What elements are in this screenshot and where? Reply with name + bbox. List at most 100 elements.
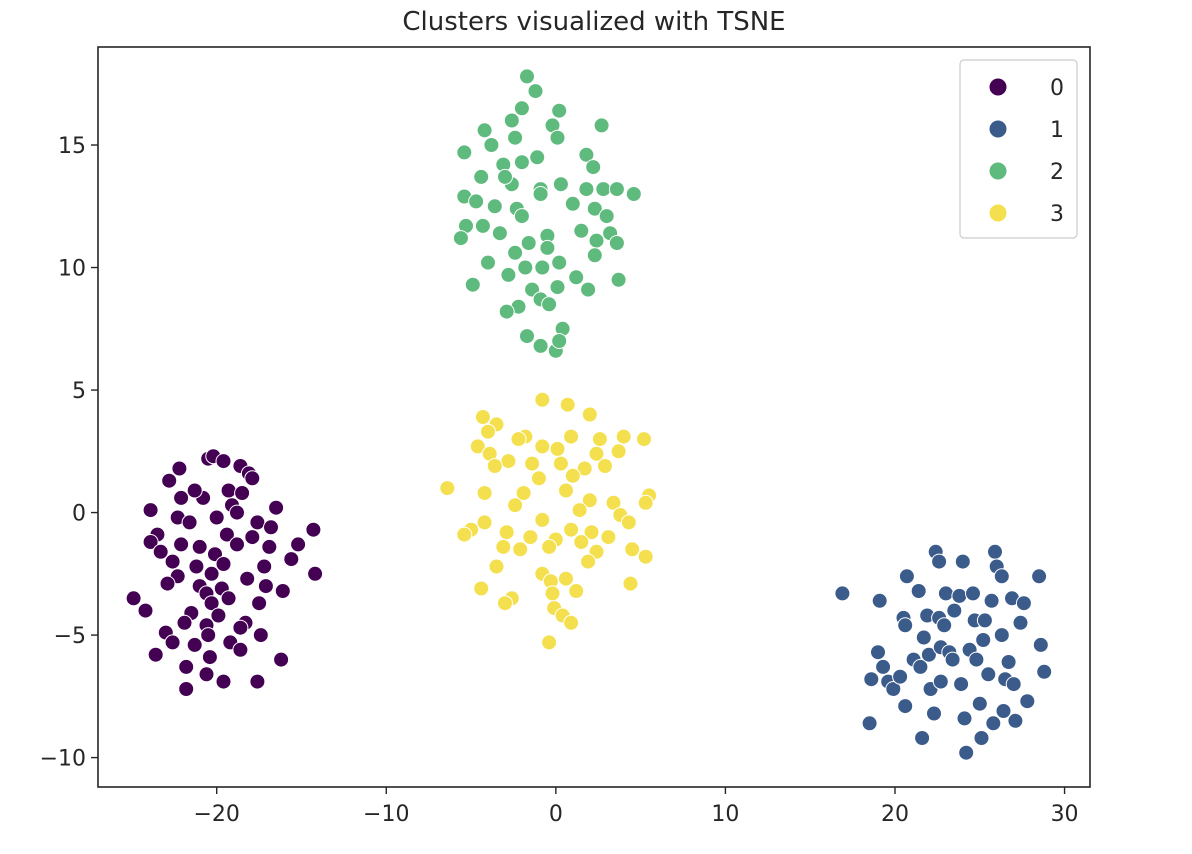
- chart-title: Clusters visualized with TSNE: [402, 7, 785, 37]
- point-cluster-2-2: [513, 100, 530, 117]
- points-layer: [125, 68, 1053, 761]
- point-cluster-3-21: [552, 455, 569, 472]
- point-cluster-1-56: [1007, 712, 1024, 729]
- point-cluster-0-14: [186, 482, 203, 499]
- point-cluster-2-49: [534, 259, 551, 276]
- point-cluster-3-24: [530, 470, 547, 487]
- point-cluster-0-7: [244, 470, 261, 487]
- point-cluster-0-10: [220, 482, 237, 499]
- point-cluster-0-53: [137, 602, 154, 619]
- point-cluster-3-33: [637, 494, 654, 511]
- point-cluster-2-20: [578, 181, 595, 198]
- point-cluster-2-22: [608, 181, 625, 198]
- point-cluster-2-60: [498, 303, 515, 320]
- legend-marker-1: [988, 119, 1008, 139]
- point-cluster-2-47: [480, 254, 496, 271]
- point-cluster-0-73: [249, 673, 266, 690]
- point-cluster-2-29: [564, 195, 581, 212]
- point-cluster-3-63: [568, 583, 585, 599]
- point-cluster-1-1: [861, 715, 878, 732]
- point-cluster-2-39: [452, 230, 469, 247]
- point-cluster-3-53: [624, 541, 641, 558]
- point-cluster-2-17: [473, 168, 490, 185]
- point-cluster-1-32: [951, 587, 968, 604]
- point-cluster-3-5: [480, 423, 496, 440]
- point-cluster-1-41: [971, 695, 988, 712]
- point-cluster-3-41: [498, 524, 515, 541]
- point-cluster-0-70: [198, 666, 215, 683]
- point-cluster-0-72: [178, 681, 195, 697]
- point-cluster-0-36: [215, 556, 232, 572]
- point-cluster-3-9: [591, 431, 608, 448]
- point-cluster-0-56: [176, 614, 193, 631]
- point-cluster-0-34: [164, 553, 181, 570]
- point-cluster-0-58: [232, 619, 249, 636]
- point-cluster-2-10: [483, 137, 500, 153]
- point-cluster-0-74: [273, 651, 290, 668]
- point-cluster-3-23: [597, 458, 613, 474]
- point-cluster-3-43: [583, 524, 600, 541]
- point-cluster-3-28: [515, 485, 532, 501]
- point-cluster-0-29: [229, 536, 245, 553]
- point-cluster-3-50: [495, 538, 512, 555]
- point-cluster-1-11: [897, 698, 914, 715]
- point-cluster-1-34: [954, 553, 971, 570]
- point-cluster-3-18: [500, 453, 517, 470]
- point-cluster-0-61: [200, 627, 217, 644]
- point-cluster-1-28: [937, 585, 954, 602]
- point-cluster-0-42: [307, 565, 324, 582]
- point-cluster-0-41: [239, 570, 256, 587]
- point-cluster-0-35: [188, 558, 205, 575]
- point-cluster-3-14: [534, 438, 551, 455]
- point-cluster-1-26: [932, 673, 949, 690]
- legend-label-3: 3: [1050, 202, 1064, 227]
- point-cluster-1-30: [944, 651, 961, 668]
- point-cluster-3-34: [507, 497, 524, 514]
- point-cluster-0-33: [290, 536, 307, 553]
- point-cluster-2-11: [456, 144, 473, 161]
- point-cluster-3-55: [580, 553, 597, 570]
- point-cluster-2-13: [529, 149, 546, 166]
- point-cluster-1-57: [1012, 614, 1029, 631]
- point-cluster-1-33: [953, 676, 970, 693]
- point-cluster-3-62: [544, 585, 561, 602]
- point-cluster-0-16: [229, 504, 245, 521]
- point-cluster-0-26: [142, 534, 159, 550]
- ticks-layer: −20 −10 0 10 20 30 −10 −5 0 5 10 15: [40, 134, 1079, 827]
- point-cluster-0-51: [203, 595, 220, 612]
- point-cluster-2-14: [513, 154, 530, 171]
- point-cluster-0-15: [142, 502, 159, 519]
- y-tick-label: −10: [40, 747, 86, 772]
- point-cluster-3-47: [573, 534, 590, 550]
- point-cluster-3-31: [605, 494, 622, 511]
- point-cluster-1-8: [892, 668, 909, 685]
- point-cluster-3-44: [456, 526, 473, 543]
- point-cluster-1-7: [885, 681, 902, 697]
- point-cluster-3-56: [637, 548, 654, 565]
- x-tick-label: 10: [711, 802, 739, 827]
- point-cluster-2-45: [551, 254, 568, 271]
- point-cluster-2-4: [503, 112, 520, 129]
- y-tick-label: 15: [58, 134, 86, 159]
- point-cluster-2-51: [568, 269, 585, 286]
- point-cluster-1-59: [1019, 693, 1036, 710]
- point-cluster-1-43: [975, 632, 992, 648]
- point-cluster-1-10: [897, 617, 914, 634]
- point-cluster-0-31: [152, 543, 169, 560]
- point-cluster-2-15: [585, 159, 602, 176]
- point-cluster-1-46: [983, 592, 1000, 609]
- point-cluster-0-27: [173, 536, 190, 553]
- point-cluster-3-60: [622, 575, 639, 592]
- point-cluster-2-44: [507, 244, 524, 261]
- point-cluster-2-62: [519, 328, 535, 345]
- point-cluster-0-38: [283, 551, 300, 568]
- point-cluster-0-55: [210, 607, 227, 624]
- point-cluster-0-24: [218, 526, 235, 543]
- point-cluster-0-13: [268, 499, 285, 516]
- point-cluster-1-63: [993, 568, 1010, 585]
- point-cluster-3-51: [541, 538, 558, 555]
- point-cluster-2-23: [625, 186, 642, 202]
- point-cluster-1-47: [985, 715, 1002, 732]
- point-cluster-0-64: [186, 636, 203, 653]
